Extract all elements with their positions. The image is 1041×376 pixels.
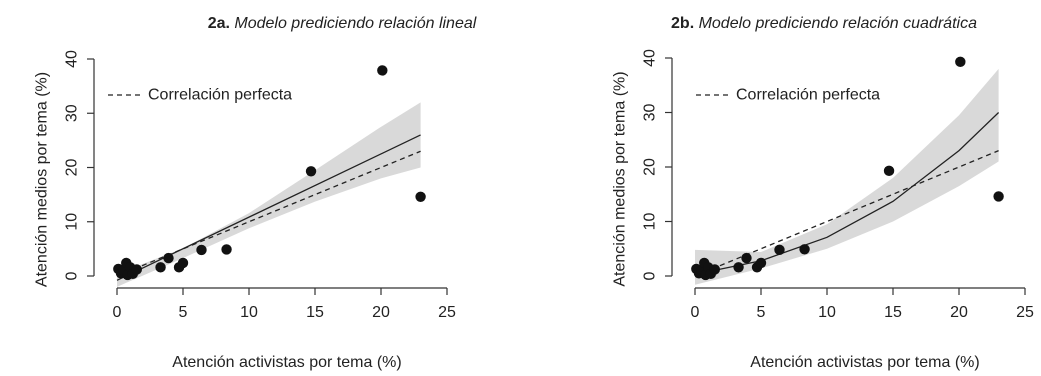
data-point (883, 165, 895, 177)
data-point (955, 56, 966, 68)
x-tick-label: 0 (113, 304, 122, 321)
panel-title: 2b. Modelo prediciendo relación cuadráti… (671, 15, 977, 32)
y-tick-label: 10 (64, 213, 81, 231)
confidence-band (117, 102, 421, 287)
x-axis-label: Atención activistas por tema (%) (750, 354, 979, 371)
x-tick-label: 0 (691, 304, 700, 321)
panel-title-text: Modelo prediciendo relación lineal (234, 15, 476, 32)
perfect-correlation-line (694, 150, 999, 277)
data-point (755, 257, 767, 269)
x-tick-label: 5 (757, 304, 766, 321)
legend-label: Correlación perfecta (736, 87, 880, 104)
confidence-band (695, 68, 999, 285)
data-point (741, 252, 752, 264)
panel-title-prefix: 2a. (208, 15, 235, 32)
data-point (733, 262, 744, 273)
y-tick-label: 20 (64, 159, 81, 177)
x-axis-label: Atención activistas por tema (%) (172, 354, 401, 371)
legend-label: Correlación perfecta (148, 87, 292, 104)
data-point (415, 191, 426, 202)
y-tick-label: 0 (64, 271, 81, 280)
y-tick-label: 30 (642, 104, 659, 122)
data-point (196, 244, 207, 256)
data-point (163, 252, 174, 264)
model-fit-line (116, 134, 421, 281)
y-axis-label: Atención medios por tema (%) (612, 71, 629, 286)
y-axis-label: Atención medios por tema (%) (34, 72, 51, 287)
panel-title: 2a. Modelo prediciendo relación lineal (208, 15, 477, 32)
x-tick-label: 15 (306, 304, 324, 321)
x-tick-label: 25 (1016, 304, 1034, 321)
x-tick-label: 10 (240, 304, 258, 321)
x-tick-label: 5 (179, 304, 188, 321)
data-point (993, 191, 1004, 202)
data-point (799, 244, 810, 255)
panel-2b: 2b. Modelo prediciendo relación cuadráti… (612, 15, 1035, 371)
x-tick-label: 20 (950, 304, 968, 321)
y-tick-label: 40 (64, 50, 81, 68)
y-tick-label: 30 (64, 104, 81, 122)
data-point (709, 264, 720, 275)
x-tick-label: 25 (438, 304, 456, 321)
y-tick-label: 10 (642, 213, 659, 231)
panel-title-prefix: 2b. (671, 15, 699, 32)
data-point (131, 264, 142, 275)
y-tick-label: 20 (642, 158, 659, 176)
model-fit-line (694, 112, 1000, 276)
data-point (221, 244, 232, 255)
data-point (177, 257, 189, 269)
x-tick-label: 10 (818, 304, 836, 321)
data-point (155, 262, 166, 273)
x-tick-label: 15 (884, 304, 902, 321)
data-point (774, 244, 785, 256)
y-tick-label: 40 (642, 49, 659, 67)
perfect-correlation-line (116, 150, 421, 277)
data-point (305, 166, 317, 177)
y-tick-label: 0 (642, 271, 659, 280)
data-point (377, 65, 388, 76)
panel-title-text: Modelo prediciendo relación cuadrática (699, 15, 977, 32)
panel-2a: 2a. Modelo prediciendo relación lineal 0 5… (34, 15, 477, 371)
x-tick-label: 20 (372, 304, 390, 321)
